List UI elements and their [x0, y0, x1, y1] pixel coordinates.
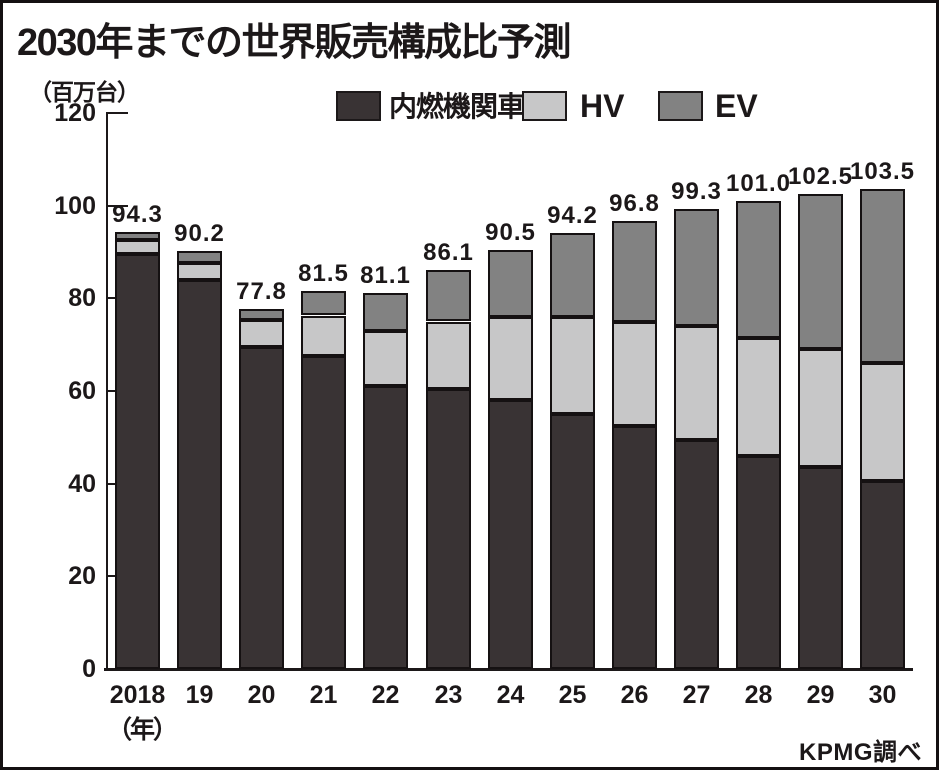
legend-swatch-ev: [658, 91, 703, 121]
bar-segment-ev-26: [612, 220, 657, 322]
y-tick: [106, 205, 128, 207]
bar-segment-hv-2018: [115, 240, 160, 255]
bar-segment-ice-26: [612, 425, 657, 670]
y-axis-unit-label: （百万台）: [29, 79, 140, 105]
bar-segment-hv-28: [736, 337, 781, 456]
bar-segment-hv-29: [798, 349, 843, 468]
x-tick-label-20: 20: [247, 681, 276, 709]
bar-segment-ice-25: [550, 414, 595, 669]
bar-segment-ev-28: [736, 201, 781, 338]
bar-segment-ice-24: [488, 400, 533, 669]
y-tick: [106, 112, 128, 114]
chart-title: 2030年までの世界販売構成比予測: [17, 22, 572, 64]
y-tick-label: 80: [68, 284, 96, 312]
bar-segment-ice-23: [426, 388, 471, 669]
bar-segment-hv-27: [674, 326, 719, 440]
x-tick-label-27: 27: [682, 681, 711, 709]
y-tick-label: 40: [68, 470, 96, 498]
x-tick-label-30: 30: [868, 681, 897, 709]
bar-segment-ev-24: [488, 249, 533, 317]
y-tick-label: 60: [68, 377, 96, 405]
bar-segment-hv-19: [177, 262, 222, 280]
bar-segment-ice-20: [239, 347, 284, 669]
x-axis-year-suffix: （年）: [107, 716, 178, 744]
bar-segment-ev-29: [798, 194, 843, 350]
x-tick-label-23: 23: [434, 681, 463, 709]
bar-segment-ev-23: [426, 270, 471, 322]
x-axis: [104, 668, 913, 671]
bar-segment-hv-20: [239, 320, 284, 347]
bar-total-label-21: 81.5: [298, 260, 349, 288]
legend-label-ev: EV: [715, 88, 758, 124]
x-tick-label-2018: 2018: [109, 681, 166, 709]
legend-label-ice: 内燃機関車: [389, 91, 525, 122]
bar-segment-ice-27: [674, 439, 719, 669]
bar-segment-ev-20: [239, 308, 284, 321]
bar-segment-ice-29: [798, 467, 843, 669]
x-tick-label-25: 25: [558, 681, 587, 709]
y-tick-label: 20: [68, 562, 96, 590]
bar-segment-hv-22: [363, 330, 408, 387]
bar-segment-ev-2018: [115, 232, 160, 241]
x-tick-label-29: 29: [806, 681, 835, 709]
bar-total-label-2018: 94.3: [112, 201, 163, 229]
y-tick-label: 0: [82, 655, 96, 683]
bar-total-label-19: 90.2: [174, 220, 225, 248]
legend-swatch-ice: [336, 91, 381, 121]
bar-segment-ev-27: [674, 208, 719, 327]
bar-total-label-22: 81.1: [360, 262, 411, 290]
bar-segment-ice-2018: [115, 254, 160, 669]
bar-total-label-30: 103.5: [849, 158, 916, 186]
bar-segment-ev-22: [363, 293, 408, 331]
bar-total-label-23: 86.1: [423, 239, 474, 267]
y-axis: [106, 113, 108, 671]
y-tick-label: 100: [54, 192, 96, 220]
bar-segment-ev-19: [177, 251, 222, 263]
bar-segment-ev-30: [860, 189, 905, 364]
bar-segment-ev-25: [550, 232, 595, 317]
bar-segment-ice-28: [736, 455, 781, 669]
bar-segment-ice-19: [177, 279, 222, 669]
bar-segment-ice-22: [363, 386, 408, 669]
bar-segment-ice-21: [301, 356, 346, 670]
x-tick-label-22: 22: [371, 681, 400, 709]
x-tick-label-28: 28: [744, 681, 773, 709]
bar-total-label-28: 101.0: [725, 170, 792, 197]
x-tick-label-21: 21: [309, 681, 338, 709]
bar-segment-hv-30: [860, 363, 905, 482]
x-tick-label-19: 19: [185, 681, 214, 709]
bar-segment-hv-24: [488, 316, 533, 401]
source-credit: KPMG調べ: [799, 739, 922, 766]
bar-segment-hv-25: [550, 316, 595, 415]
legend-swatch-hv: [522, 91, 567, 121]
x-tick-label-24: 24: [496, 681, 525, 709]
bar-total-label-27: 99.3: [671, 177, 722, 205]
bar-segment-hv-26: [612, 321, 657, 426]
legend-label-hv: HV: [580, 88, 625, 124]
y-tick-label: 120: [54, 99, 96, 127]
bar-total-label-26: 96.8: [609, 189, 660, 217]
bar-segment-ev-21: [301, 291, 346, 316]
bar-total-label-29: 102.5: [787, 163, 854, 191]
bar-total-label-24: 90.5: [485, 218, 536, 246]
bar-segment-hv-21: [301, 315, 346, 357]
bar-total-label-20: 77.8: [236, 277, 287, 305]
bar-segment-hv-23: [426, 321, 471, 389]
bar-total-label-25: 94.2: [547, 201, 598, 229]
x-tick-label-26: 26: [620, 681, 649, 709]
bar-segment-ice-30: [860, 481, 905, 670]
